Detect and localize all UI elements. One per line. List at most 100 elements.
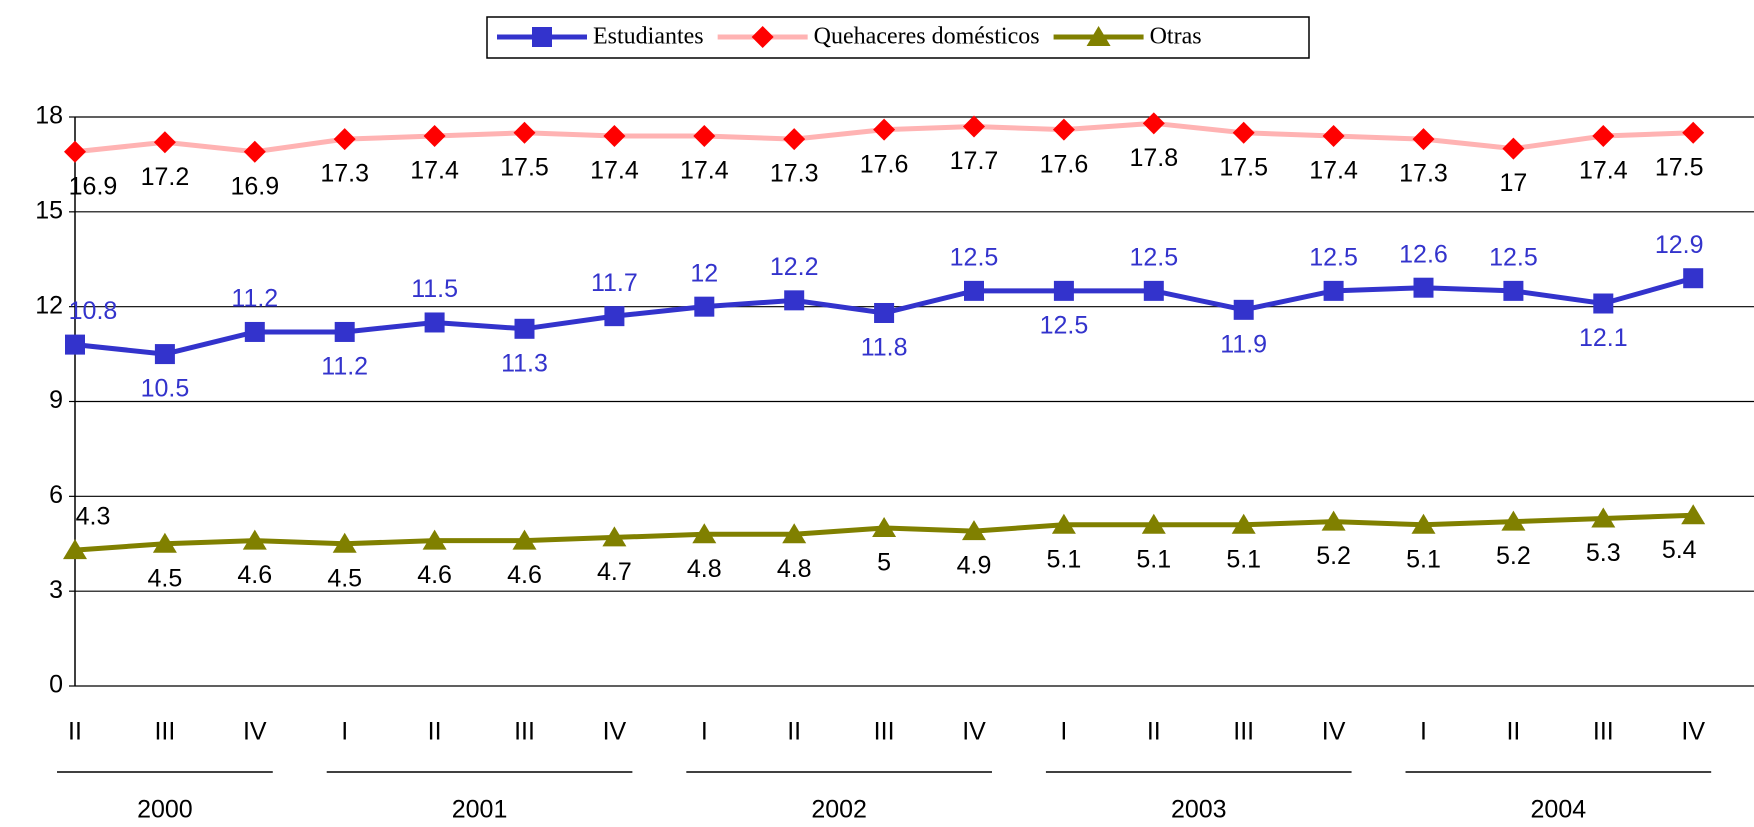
legend-label: Quehaceres domésticos bbox=[814, 24, 1040, 50]
marker bbox=[1681, 504, 1706, 525]
marker bbox=[1141, 513, 1166, 534]
marker bbox=[514, 318, 535, 339]
data-label: 4.8 bbox=[777, 555, 812, 583]
marker bbox=[782, 523, 807, 544]
data-label: 5 bbox=[877, 549, 891, 577]
marker bbox=[423, 124, 446, 147]
marker bbox=[422, 529, 447, 550]
data-label: 4.8 bbox=[687, 555, 722, 583]
data-label: 17 bbox=[1499, 169, 1527, 197]
y-tick-label: 6 bbox=[49, 481, 63, 509]
data-label: 12.5 bbox=[950, 243, 999, 271]
y-tick-label: 0 bbox=[49, 671, 63, 699]
marker bbox=[332, 532, 357, 553]
marker bbox=[963, 115, 985, 138]
marker bbox=[693, 124, 716, 147]
x-tick-label: II bbox=[1506, 718, 1520, 746]
marker bbox=[964, 280, 984, 301]
marker bbox=[1052, 118, 1075, 141]
x-tick-label: I bbox=[701, 718, 708, 746]
marker bbox=[1143, 280, 1164, 301]
data-label: 11.3 bbox=[501, 349, 548, 377]
data-label: 12.5 bbox=[1489, 243, 1538, 271]
data-label: 5.4 bbox=[1662, 536, 1697, 564]
marker bbox=[242, 529, 267, 550]
data-label: 12.5 bbox=[1129, 243, 1178, 271]
x-tick-label: IV bbox=[962, 718, 986, 746]
marker bbox=[333, 128, 356, 151]
x-group-label: 2004 bbox=[1531, 796, 1587, 824]
marker bbox=[1413, 277, 1434, 298]
x-group-label: 2001 bbox=[452, 796, 508, 824]
data-label: 4.6 bbox=[507, 561, 542, 589]
marker bbox=[1593, 293, 1614, 314]
marker bbox=[64, 140, 86, 163]
x-tick-label: IV bbox=[1322, 718, 1346, 746]
marker bbox=[1592, 124, 1615, 147]
data-label: 11.5 bbox=[411, 275, 458, 303]
data-label: 11.2 bbox=[231, 285, 278, 313]
x-tick-label: II bbox=[68, 718, 82, 746]
marker bbox=[872, 516, 897, 537]
y-tick-label: 12 bbox=[35, 291, 63, 319]
data-label: 4.5 bbox=[327, 564, 362, 592]
y-tick-label: 9 bbox=[49, 386, 63, 414]
marker bbox=[334, 321, 355, 342]
data-label: 17.3 bbox=[320, 160, 369, 188]
marker bbox=[692, 523, 717, 544]
marker bbox=[1233, 299, 1254, 320]
marker bbox=[244, 321, 265, 342]
data-label: 10.8 bbox=[69, 297, 118, 325]
marker bbox=[1683, 268, 1704, 289]
data-label: 5.1 bbox=[1406, 545, 1441, 573]
data-label: 17.3 bbox=[1399, 160, 1448, 188]
data-label: 11.9 bbox=[1220, 330, 1267, 358]
marker bbox=[1053, 280, 1074, 301]
data-label: 17.6 bbox=[860, 150, 909, 178]
x-tick-label: I bbox=[1060, 718, 1067, 746]
legend-label: Otras bbox=[1150, 24, 1202, 50]
data-label: 17.4 bbox=[590, 157, 639, 185]
data-label: 16.9 bbox=[230, 172, 279, 200]
y-tick-label: 18 bbox=[35, 102, 63, 130]
data-label: 17.4 bbox=[410, 157, 459, 185]
data-label: 4.5 bbox=[148, 564, 183, 592]
data-label: 11.2 bbox=[321, 353, 368, 381]
data-label: 12.9 bbox=[1655, 231, 1704, 259]
data-label: 12.5 bbox=[1309, 243, 1358, 271]
marker bbox=[152, 532, 177, 553]
marker bbox=[512, 529, 537, 550]
data-label: 5.1 bbox=[1136, 545, 1171, 573]
marker bbox=[1412, 128, 1435, 151]
data-label: 17.3 bbox=[770, 160, 819, 188]
data-label: 11.7 bbox=[591, 269, 638, 297]
data-label: 17.8 bbox=[1129, 144, 1178, 172]
data-label: 17.4 bbox=[1309, 157, 1358, 185]
y-tick-label: 15 bbox=[35, 196, 63, 224]
legend-marker bbox=[1086, 26, 1111, 46]
data-label: 17.5 bbox=[1655, 153, 1704, 181]
x-tick-label: III bbox=[514, 718, 535, 746]
x-tick-label: I bbox=[341, 718, 348, 746]
marker bbox=[783, 128, 806, 151]
marker bbox=[1503, 280, 1524, 301]
marker bbox=[602, 526, 627, 547]
x-tick-label: IV bbox=[243, 718, 267, 746]
x-tick-label: III bbox=[1593, 718, 1614, 746]
marker bbox=[63, 539, 87, 560]
marker bbox=[1501, 510, 1526, 531]
data-label: 12.2 bbox=[770, 253, 819, 281]
data-label: 5.1 bbox=[1226, 545, 1261, 573]
marker bbox=[154, 344, 175, 365]
marker bbox=[424, 312, 445, 333]
data-label: 16.9 bbox=[69, 172, 118, 200]
data-label: 12.1 bbox=[1579, 324, 1628, 352]
marker bbox=[153, 131, 176, 154]
x-group-label: 2000 bbox=[137, 796, 193, 824]
data-label: 12 bbox=[690, 259, 718, 287]
legend-box bbox=[486, 16, 1310, 59]
legend-marker bbox=[532, 27, 552, 47]
marker bbox=[694, 296, 715, 317]
marker bbox=[873, 118, 896, 141]
data-label: 17.2 bbox=[141, 163, 190, 191]
